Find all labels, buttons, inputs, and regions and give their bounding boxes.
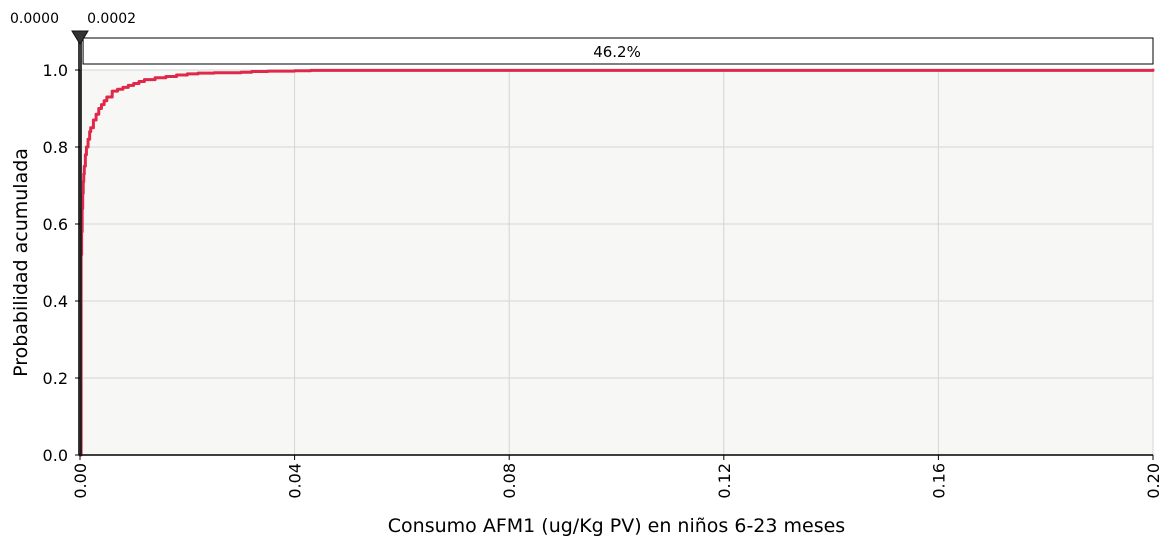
series-line [78, 68, 1155, 457]
delimiter-marker-icon [71, 30, 89, 45]
x-tick-label: 0.00 [71, 463, 90, 499]
left-delimiter-value: 0.0000 [10, 11, 59, 27]
x-tick-label: 0.12 [715, 463, 734, 499]
y-axis-label: Probabilidad acumulada [10, 148, 32, 377]
x-axis-label: Consumo AFM1 (ug/Kg PV) en niños 6-23 me… [388, 515, 845, 537]
x-tick-label: 0.16 [929, 463, 948, 499]
tick-labels: 0.00 0.04 0.08 0.12 0.16 0.20 0.0 0.2 0.4 0.6 0.8 1… [43, 61, 1163, 499]
y-tick-label: 0.4 [43, 292, 68, 311]
x-tick-label: 0.04 [286, 463, 305, 499]
delimiter-layer: 46.2% 0.0000 0.0002 [10, 11, 1154, 455]
series-layer [78, 68, 1155, 457]
x-tick-label: 0.08 [500, 463, 519, 499]
y-tick-label: 0.6 [43, 215, 68, 234]
y-tick-label: 1.0 [43, 61, 68, 80]
x-tick-label: 0.20 [1144, 463, 1163, 499]
y-tick-label: 0.0 [43, 446, 68, 465]
right-delimiter-value: 0.0002 [87, 11, 136, 27]
delimiter-band-label: 46.2% [593, 43, 641, 61]
y-tick-label: 0.8 [43, 138, 68, 157]
delimiter-band [82, 37, 1154, 65]
delimiter-line [78, 42, 82, 455]
y-tick-label: 0.2 [43, 369, 68, 388]
plot-background [80, 70, 1153, 455]
